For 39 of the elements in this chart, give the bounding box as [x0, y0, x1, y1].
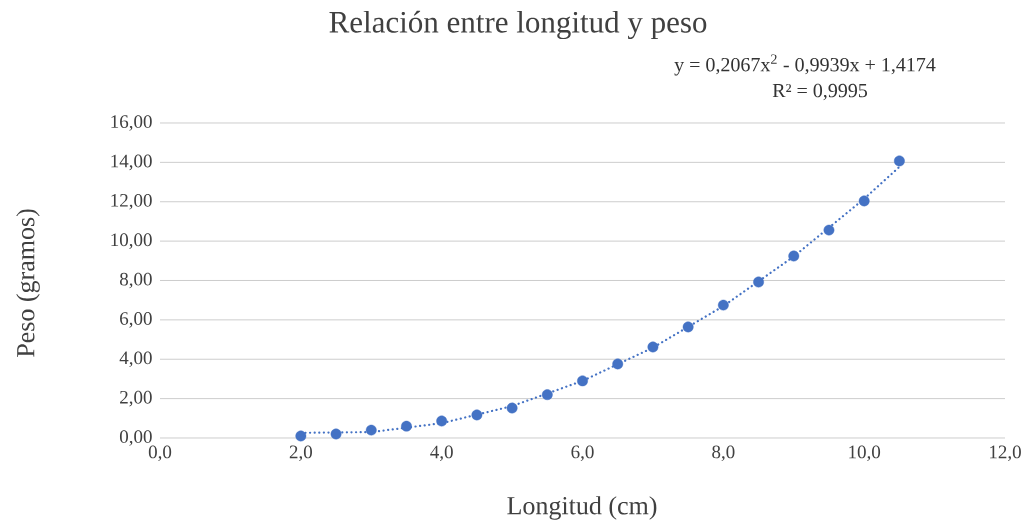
chart-title: Relación entre longitud y peso [329, 10, 707, 40]
point [893, 155, 905, 167]
x-tick-label: 2,0 [289, 445, 312, 462]
x-tick-label: 10,0 [849, 445, 881, 462]
point [541, 389, 553, 401]
y-axis-title: Peso (gramos) [16, 209, 40, 357]
x-axis-title: Longitud (cm) [507, 496, 657, 520]
point [753, 276, 764, 288]
x-tick-label: 4,0 [430, 445, 453, 462]
x-tick-label: 8,0 [712, 445, 735, 462]
point [823, 224, 835, 236]
point [330, 428, 342, 440]
point [647, 341, 659, 353]
point [788, 250, 800, 262]
point [471, 409, 483, 421]
point [717, 299, 729, 311]
y-tick-label: 0,00 [119, 430, 152, 446]
point [295, 430, 307, 442]
y-tick-label: 10,00 [111, 233, 152, 249]
y-tick-label: 2,00 [120, 390, 152, 407]
point [401, 420, 412, 432]
point [365, 424, 377, 436]
y-tick-label: 6,00 [120, 312, 152, 328]
point [858, 195, 870, 207]
y-tick-label: 14,00 [111, 154, 152, 171]
point [436, 415, 448, 427]
point [577, 375, 588, 387]
y-tick-label: 8,00 [119, 272, 152, 289]
point [682, 321, 694, 333]
x-tick-label: 12,0 [990, 445, 1021, 462]
point [506, 402, 518, 414]
text: R² = 0,9995 [772, 83, 868, 101]
point [612, 358, 624, 370]
y-tick-label: 4,00 [119, 351, 152, 368]
x-tick-label: 0,0 [148, 445, 172, 462]
x-tick-label: 6,0 [571, 445, 594, 462]
y-tick-label: 12,00 [111, 193, 152, 210]
text: y = 0,2067x$^{2}$ - 0,9939x + 1,4174 [674, 54, 936, 76]
y-tick-label: 16,00 [111, 115, 152, 131]
